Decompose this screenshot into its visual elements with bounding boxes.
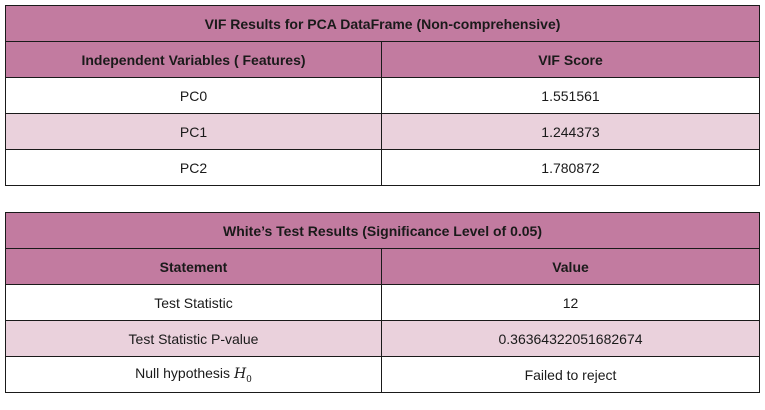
vif-score-cell: 1.244373 bbox=[381, 113, 760, 150]
vif-results-table: VIF Results for PCA DataFrame (Non-compr… bbox=[5, 5, 760, 186]
white-title-row: White’s Test Results (Significance Level… bbox=[4, 212, 761, 249]
null-hypothesis-symbol: H0 bbox=[233, 365, 252, 385]
vif-score-cell: 1.551561 bbox=[381, 77, 760, 114]
vif-title-row: VIF Results for PCA DataFrame (Non-compr… bbox=[5, 5, 760, 42]
vif-header-row: Independent Variables ( Features) VIF Sc… bbox=[5, 41, 760, 78]
table-row: PC1 1.244373 bbox=[5, 113, 760, 150]
white-col-value-header: Value bbox=[380, 248, 761, 285]
table-row: PC2 1.780872 bbox=[5, 149, 760, 186]
white-table-title: White’s Test Results (Significance Level… bbox=[4, 212, 761, 249]
statement-cell: Null hypothesis H0 bbox=[5, 356, 382, 393]
value-cell: 12 bbox=[380, 284, 761, 321]
feature-cell: PC1 bbox=[5, 113, 382, 150]
white-header-row: Statement Value bbox=[5, 248, 761, 285]
statement-cell: Test Statistic P-value bbox=[5, 320, 382, 357]
hypothesis-subscript: 0 bbox=[246, 374, 252, 385]
table-row: Test Statistic 12 bbox=[5, 284, 761, 321]
statement-text: Null hypothesis bbox=[135, 364, 231, 381]
statement-cell: Test Statistic bbox=[5, 284, 382, 321]
table-row: Null hypothesis H0 Failed to reject bbox=[5, 356, 761, 393]
hypothesis-letter: H bbox=[233, 365, 247, 382]
value-cell: Failed to reject bbox=[380, 356, 761, 393]
table-row: PC0 1.551561 bbox=[5, 77, 760, 114]
whites-test-results-table: White’s Test Results (Significance Level… bbox=[4, 212, 761, 393]
vif-table-title: VIF Results for PCA DataFrame (Non-compr… bbox=[5, 5, 760, 42]
table-row: Test Statistic P-value 0.363643220516826… bbox=[5, 320, 761, 357]
value-cell: 0.36364322051682674 bbox=[380, 320, 761, 357]
white-col-statement-header: Statement bbox=[5, 248, 382, 285]
vif-col-score-header: VIF Score bbox=[381, 41, 760, 78]
feature-cell: PC2 bbox=[5, 149, 382, 186]
vif-score-cell: 1.780872 bbox=[381, 149, 760, 186]
feature-cell: PC0 bbox=[5, 77, 382, 114]
vif-col-features-header: Independent Variables ( Features) bbox=[5, 41, 382, 78]
